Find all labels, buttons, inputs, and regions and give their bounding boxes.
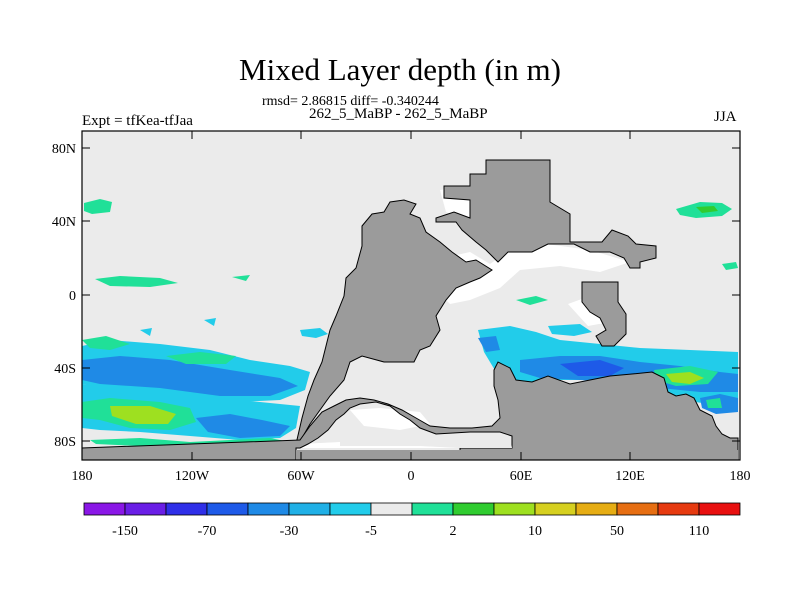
land-australia bbox=[581, 281, 627, 347]
colorbar-label: -150 bbox=[112, 524, 138, 539]
colorbar-swatch bbox=[206, 502, 249, 516]
map-panel bbox=[81, 130, 741, 461]
colorbar-labels: -150 -70 -30 -5 2 10 50 110 bbox=[112, 524, 709, 539]
land-africa-america bbox=[295, 199, 493, 446]
axis-ticks bbox=[81, 131, 741, 460]
anomaly-deeper bbox=[82, 336, 130, 350]
lat-tick-label: 40S bbox=[54, 362, 76, 377]
chart-title: Mixed Layer depth (in m) bbox=[239, 52, 561, 87]
lat-tick-label: 80N bbox=[52, 142, 76, 157]
lat-tick-label: 0 bbox=[69, 289, 76, 304]
land-antarctica-base bbox=[296, 450, 738, 460]
colorbar-label: 2 bbox=[450, 524, 457, 539]
lon-tick-label: 60E bbox=[510, 469, 533, 484]
colorbar-swatch bbox=[165, 502, 208, 516]
colorbar-swatch bbox=[616, 502, 659, 516]
anomaly-near-zero bbox=[426, 244, 630, 304]
colorbar-label: -70 bbox=[198, 524, 217, 539]
colorbar-swatch bbox=[83, 502, 126, 516]
lon-tick-labels: 180 120W 60W 0 60E 120E 180 bbox=[72, 469, 751, 484]
anomaly-shallower bbox=[560, 360, 624, 376]
anomaly-deeper bbox=[95, 276, 178, 287]
colorbar-label: 110 bbox=[689, 524, 709, 539]
land-eurasia bbox=[435, 159, 657, 269]
colorbar-swatch bbox=[575, 502, 618, 516]
lon-tick-label: 60W bbox=[287, 469, 315, 484]
colorbar-swatch bbox=[657, 502, 700, 516]
land-antarctica bbox=[81, 361, 739, 461]
case-line: 262_5_MaBP - 262_5_MaBP bbox=[309, 106, 488, 122]
stats-line: rmsd= 2.86815 diff= -0.340244 bbox=[262, 94, 439, 109]
colorbar-swatch bbox=[452, 502, 495, 516]
colorbar-swatch bbox=[247, 502, 290, 516]
anomaly-deeper bbox=[232, 275, 250, 281]
anomaly-shallower bbox=[548, 324, 592, 336]
colorbar-label: 50 bbox=[610, 524, 624, 539]
lat-tick-label: 80S bbox=[54, 435, 76, 450]
colorbar-swatch bbox=[370, 502, 413, 516]
season-label: JJA bbox=[714, 109, 737, 125]
anomaly-near-zero bbox=[350, 408, 430, 430]
colorbar-swatch bbox=[411, 502, 454, 516]
anomaly-deeper bbox=[166, 352, 236, 364]
colorbar-label: -5 bbox=[365, 524, 377, 539]
colorbar-swatch bbox=[329, 502, 372, 516]
ice-shelf-gap bbox=[340, 436, 512, 448]
anomaly-shallower bbox=[82, 356, 298, 396]
lon-tick-label: 120W bbox=[175, 469, 210, 484]
colorbar-swatch bbox=[288, 502, 331, 516]
lon-tick-label: 0 bbox=[408, 469, 415, 484]
anomaly-deeper bbox=[110, 406, 176, 424]
colorbar-swatch bbox=[493, 502, 536, 516]
colorbar bbox=[83, 502, 741, 516]
anomaly-shallower bbox=[478, 336, 500, 352]
anomaly-shallower bbox=[196, 414, 290, 438]
experiment-label: Expt = tfKea-tfJaa bbox=[82, 113, 193, 129]
anomaly-shallower bbox=[204, 318, 216, 326]
anomaly-deeper bbox=[696, 206, 718, 213]
anomaly-shallower bbox=[140, 328, 152, 336]
anomaly-deeper bbox=[722, 262, 738, 270]
lon-tick-label: 120E bbox=[615, 469, 645, 484]
lon-tick-label: 180 bbox=[730, 469, 751, 484]
colorbar-swatch bbox=[534, 502, 577, 516]
lat-tick-labels: 80N 40N 0 40S 80S bbox=[52, 142, 76, 450]
colorbar-label: 10 bbox=[528, 524, 542, 539]
lat-tick-label: 40N bbox=[52, 215, 76, 230]
anomaly-deeper bbox=[666, 372, 704, 384]
colorbar-swatch bbox=[124, 502, 167, 516]
lon-tick-label: 180 bbox=[72, 469, 93, 484]
anomaly-deeper bbox=[706, 398, 722, 408]
colorbar-swatch bbox=[698, 502, 741, 516]
colorbar-label: -30 bbox=[280, 524, 299, 539]
anomaly-deeper bbox=[516, 296, 548, 305]
anomaly-deeper bbox=[84, 199, 112, 214]
anomaly-shallower bbox=[300, 328, 328, 338]
